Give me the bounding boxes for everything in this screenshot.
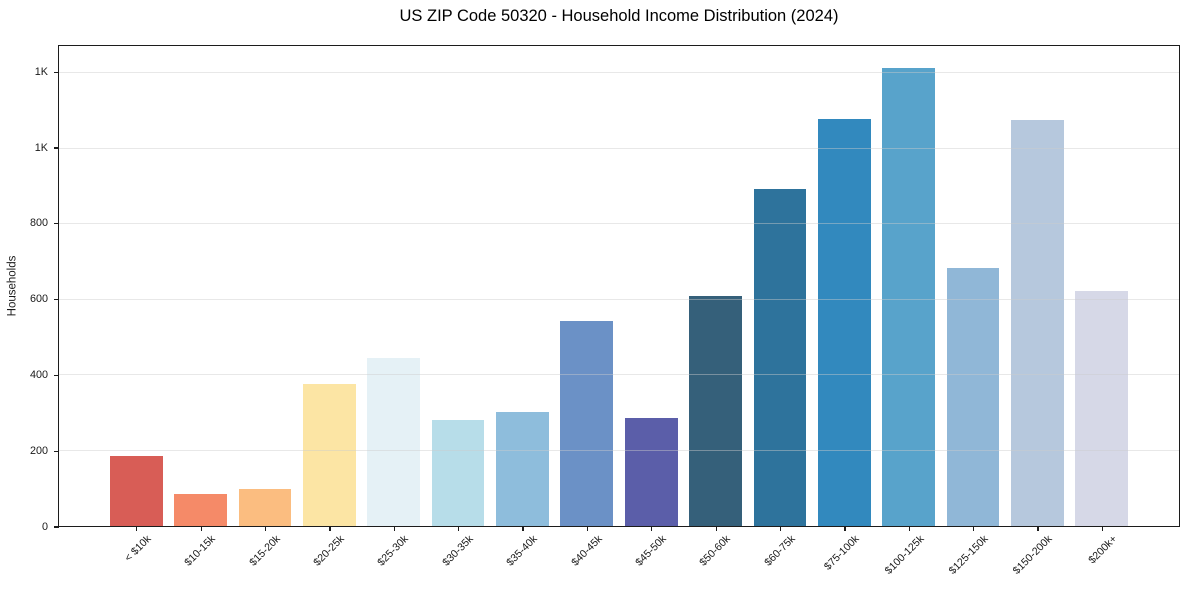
- x-tick-label: $50-60k: [697, 533, 734, 569]
- bar-slot: $100-125k: [877, 46, 941, 577]
- bar-slot: $40-45k: [555, 46, 619, 569]
- x-tick-label: $40-45k: [568, 533, 605, 569]
- y-tick-mark: [54, 223, 59, 225]
- x-tick-label: $35-40k: [504, 533, 540, 569]
- y-tick-label: 1K: [34, 65, 48, 78]
- x-tick-mark: [973, 526, 975, 531]
- y-tick-label: 1K: [34, 141, 48, 154]
- bar-slot: $50-60k: [683, 46, 747, 569]
- y-axis-label: Households: [6, 255, 19, 317]
- bar-35-40k: [496, 411, 549, 526]
- bar-20-25k: [302, 383, 356, 526]
- x-tick-mark: [329, 526, 331, 531]
- bar-slot: $75-100k: [812, 46, 876, 573]
- x-tick-label: $45-50k: [633, 533, 669, 569]
- bar-100-125k: [882, 68, 936, 526]
- bar-slot: $30-35k: [426, 46, 490, 569]
- bar-slot: $10-15k: [168, 46, 232, 569]
- bar-25-30k: [367, 357, 421, 526]
- bar-60-75k: [753, 189, 807, 526]
- y-tick-label: 600: [29, 293, 48, 306]
- x-tick-mark: [651, 526, 653, 531]
- x-tick-label: < $10k: [122, 533, 154, 565]
- bar-45-50k: [624, 417, 678, 526]
- x-tick-label: $25-30k: [375, 533, 412, 569]
- bar-15-20k: [238, 489, 292, 526]
- x-tick-label: $75-100k: [822, 533, 862, 573]
- bar-40-45k: [560, 320, 614, 526]
- x-tick-mark: [200, 526, 202, 531]
- bar-slot: < $10k: [104, 46, 168, 564]
- y-tick-label: 800: [29, 217, 48, 230]
- x-tick-label: $125-150k: [946, 533, 991, 577]
- x-tick-mark: [1101, 526, 1103, 531]
- chart-title: US ZIP Code 50320 - Household Income Dis…: [399, 7, 839, 25]
- x-tick-label: $10-15k: [182, 533, 219, 569]
- x-tick-mark: [264, 526, 267, 531]
- bar-slot: $25-30k: [362, 46, 426, 569]
- y-tick-label: 200: [29, 444, 48, 457]
- bar-200k: [1075, 290, 1129, 526]
- plot-area: < $10k $10-15k $15-20k $20-25k $25-30k $30-35…: [58, 45, 1180, 577]
- bar-slot: $200k+: [1070, 46, 1134, 566]
- y-tick-mark: [54, 374, 59, 376]
- bar-75-100k: [817, 119, 871, 526]
- x-tick-label: $20-25k: [311, 533, 347, 569]
- y-tick-mark: [54, 450, 59, 452]
- bar-150-200k: [1011, 119, 1064, 526]
- x-tick-label: $30-35k: [439, 533, 476, 569]
- bar-slot: $60-75k: [748, 46, 812, 569]
- x-tick-label: $15-20k: [246, 533, 283, 569]
- x-tick-mark: [136, 526, 138, 531]
- x-tick-mark: [908, 526, 910, 531]
- x-tick-label: $100-125k: [882, 533, 927, 577]
- x-tick-label: $60-75k: [761, 533, 798, 569]
- y-tick-mark: [54, 299, 59, 301]
- bar-50-60k: [689, 296, 742, 526]
- bar-125-150k: [946, 267, 1000, 526]
- bar-slot: $150-200k: [1005, 46, 1069, 577]
- bar-30-35k: [431, 420, 485, 526]
- y-tick-label: 400: [29, 368, 48, 381]
- bar-10k: [109, 456, 163, 526]
- bar-slot: $35-40k: [490, 46, 554, 569]
- bar-10-15k: [174, 494, 227, 526]
- bar-slot: $125-150k: [941, 46, 1005, 577]
- x-tick-label: $200k+: [1086, 533, 1120, 567]
- bar-slot: $15-20k: [233, 46, 297, 569]
- x-tick-mark: [779, 526, 782, 531]
- bar-slot: $20-25k: [297, 46, 361, 569]
- y-tick-mark: [54, 526, 59, 528]
- bar-slot: $45-50k: [619, 46, 683, 569]
- y-tick-mark: [54, 71, 59, 73]
- x-tick-mark: [586, 526, 588, 531]
- x-tick-mark: [393, 526, 395, 531]
- x-tick-mark: [458, 526, 460, 531]
- x-tick-mark: [844, 526, 846, 531]
- x-tick-mark: [1037, 526, 1039, 531]
- x-tick-mark: [522, 526, 524, 531]
- bars-container: < $10k $10-15k $15-20k $20-25k $25-30k $30-35…: [59, 46, 1179, 577]
- x-tick-mark: [715, 526, 717, 531]
- y-tick-label: 0: [41, 520, 48, 533]
- x-tick-label: $150-200k: [1011, 533, 1055, 577]
- y-tick-mark: [54, 147, 59, 149]
